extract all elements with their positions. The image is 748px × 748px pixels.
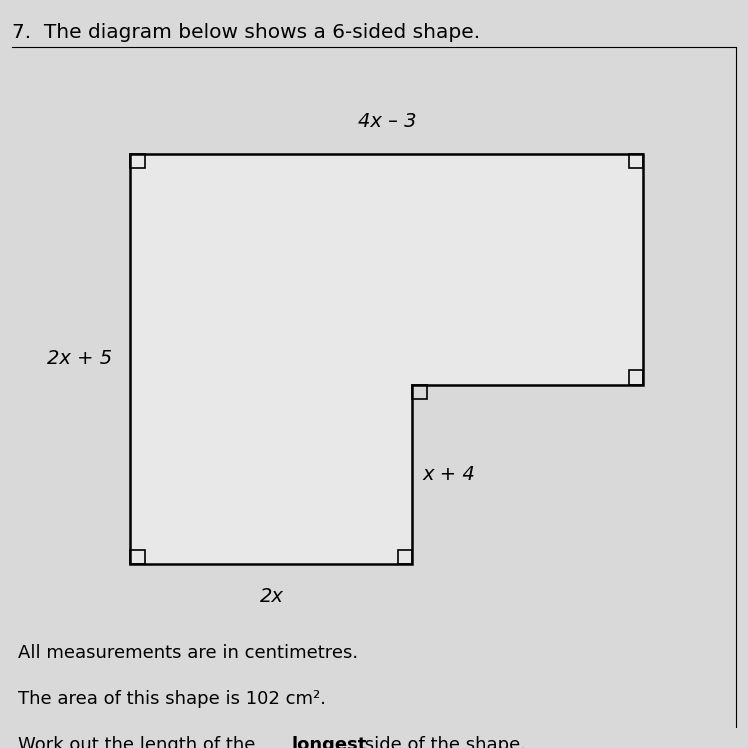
Text: All measurements are in centimetres.: All measurements are in centimetres. xyxy=(18,643,358,661)
Polygon shape xyxy=(130,154,643,564)
Text: 2x: 2x xyxy=(260,587,283,606)
Text: The area of this shape is 102 cm².: The area of this shape is 102 cm². xyxy=(18,690,325,708)
Text: 2x + 5: 2x + 5 xyxy=(47,349,112,369)
Text: Work out the length of the: Work out the length of the xyxy=(18,736,261,748)
Text: longest: longest xyxy=(292,736,367,748)
Text: side of the shape.: side of the shape. xyxy=(358,736,526,748)
Text: 7.  The diagram below shows a 6-sided shape.: 7. The diagram below shows a 6-sided sha… xyxy=(13,23,481,42)
Text: 4x – 3: 4x – 3 xyxy=(358,111,416,131)
Text: x + 4: x + 4 xyxy=(423,465,476,484)
